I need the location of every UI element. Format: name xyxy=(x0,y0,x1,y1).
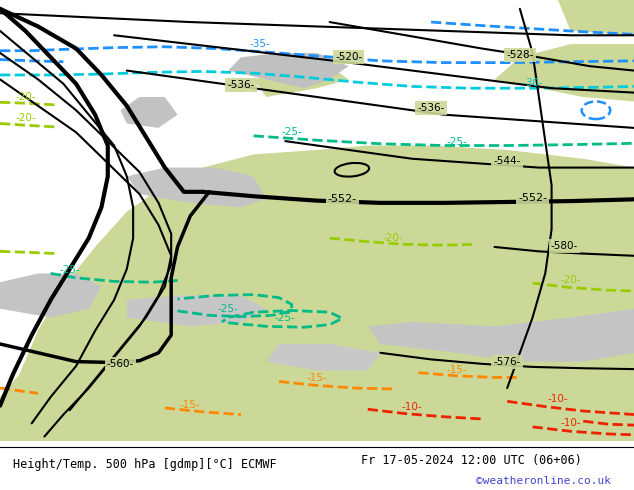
Text: -25-: -25- xyxy=(446,137,467,147)
Polygon shape xyxy=(0,146,634,441)
Text: -544-: -544- xyxy=(493,156,521,166)
Polygon shape xyxy=(368,309,634,362)
Text: -576-: -576- xyxy=(493,357,521,367)
Text: -25-: -25- xyxy=(281,127,302,137)
Text: -30-: -30- xyxy=(522,78,543,88)
Polygon shape xyxy=(228,53,349,88)
Text: -560-: -560- xyxy=(107,359,134,369)
Text: -15-: -15- xyxy=(446,365,467,374)
Text: Height/Temp. 500 hPa [gdmp][°C] ECMWF: Height/Temp. 500 hPa [gdmp][°C] ECMWF xyxy=(13,458,276,471)
Text: -10-: -10- xyxy=(560,418,581,428)
Polygon shape xyxy=(495,44,634,101)
Text: -25-: -25- xyxy=(275,314,295,323)
Text: -20-: -20- xyxy=(383,233,403,243)
Text: -10-: -10- xyxy=(402,402,422,412)
Text: -35-: -35- xyxy=(250,39,270,49)
Polygon shape xyxy=(254,66,349,97)
Polygon shape xyxy=(120,97,178,128)
Text: -528-: -528- xyxy=(506,50,534,60)
Text: -20-: -20- xyxy=(560,275,581,285)
Text: ©weatheronline.co.uk: ©weatheronline.co.uk xyxy=(476,476,611,486)
Text: -20-: -20- xyxy=(15,92,36,102)
Text: -520-: -520- xyxy=(335,52,362,62)
Polygon shape xyxy=(266,344,380,370)
Text: -580-: -580- xyxy=(551,241,578,251)
Polygon shape xyxy=(127,295,266,326)
Text: Fr 17-05-2024 12:00 UTC (06+06): Fr 17-05-2024 12:00 UTC (06+06) xyxy=(361,454,582,467)
Text: -552-: -552- xyxy=(328,195,357,204)
Text: -15-: -15- xyxy=(180,400,200,410)
Text: -552-: -552- xyxy=(518,193,547,202)
Text: -25-: -25- xyxy=(60,265,80,275)
Text: -15-: -15- xyxy=(307,373,327,383)
Polygon shape xyxy=(0,273,101,318)
Text: -20-: -20- xyxy=(15,113,36,123)
Text: -536-: -536- xyxy=(227,80,255,90)
Polygon shape xyxy=(558,0,634,35)
Polygon shape xyxy=(127,168,266,207)
Text: -536-: -536- xyxy=(417,103,445,113)
Text: -25-: -25- xyxy=(218,304,238,314)
Text: -10-: -10- xyxy=(548,393,568,404)
